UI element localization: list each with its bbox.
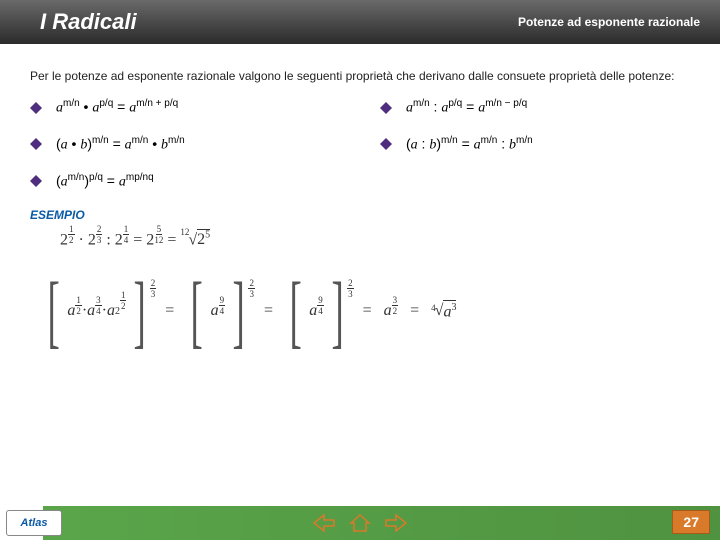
header-subtitle: Potenze ad esponente razionale [518,15,700,29]
slide-footer: Atlas 27 [0,506,720,540]
rule-formula: (a • b)m/n = am/n • bm/n [56,135,185,154]
slide-header: I Radicali Potenze ad esponente razional… [0,0,720,44]
example-equation-1: 212 · 223 : 214 = 2512 = 12√25 [60,230,680,250]
rule-formula: am/n • ap/q = am/n + p/q [56,98,178,117]
page-number: 27 [672,510,710,534]
nav-prev-icon[interactable] [311,512,337,534]
rules-grid: am/n • ap/q = am/n + p/q am/n : ap/q = a… [0,98,720,190]
rule-formula: (a : b)m/n = am/n : bm/n [406,135,533,154]
bullet-icon [380,96,392,108]
rule-1: am/n • ap/q = am/n + p/q [30,98,340,117]
bullet-icon [380,132,392,144]
rule-5: (am/n)p/q = amp/nq [30,172,690,191]
example-label: ESEMPIO [0,202,720,230]
intro-text: Per le potenze ad esponente razionale va… [0,44,720,98]
bullet-icon [30,132,42,144]
nav-next-icon[interactable] [383,512,409,534]
publisher-logo: Atlas [6,510,62,536]
rule-4: (a : b)m/n = am/n : bm/n [380,135,690,154]
rule-3: (a • b)m/n = am/n • bm/n [30,135,340,154]
math-examples: 212 · 223 : 214 = 2512 = 12√25 [ a12 · a… [0,230,720,352]
bullet-icon [30,96,42,108]
rule-formula: (am/n)p/q = amp/nq [56,172,154,191]
nav-controls [311,512,409,534]
bullet-icon [30,169,42,181]
header-title: I Radicali [40,9,137,35]
rule-2: am/n : ap/q = am/n − p/q [380,98,690,117]
rule-formula: am/n : ap/q = am/n − p/q [406,98,527,117]
example-equation-2: [ a12 · a34 · a212 ] 23 = [ a94 ] 23 = [… [40,270,680,352]
nav-home-icon[interactable] [347,512,373,534]
